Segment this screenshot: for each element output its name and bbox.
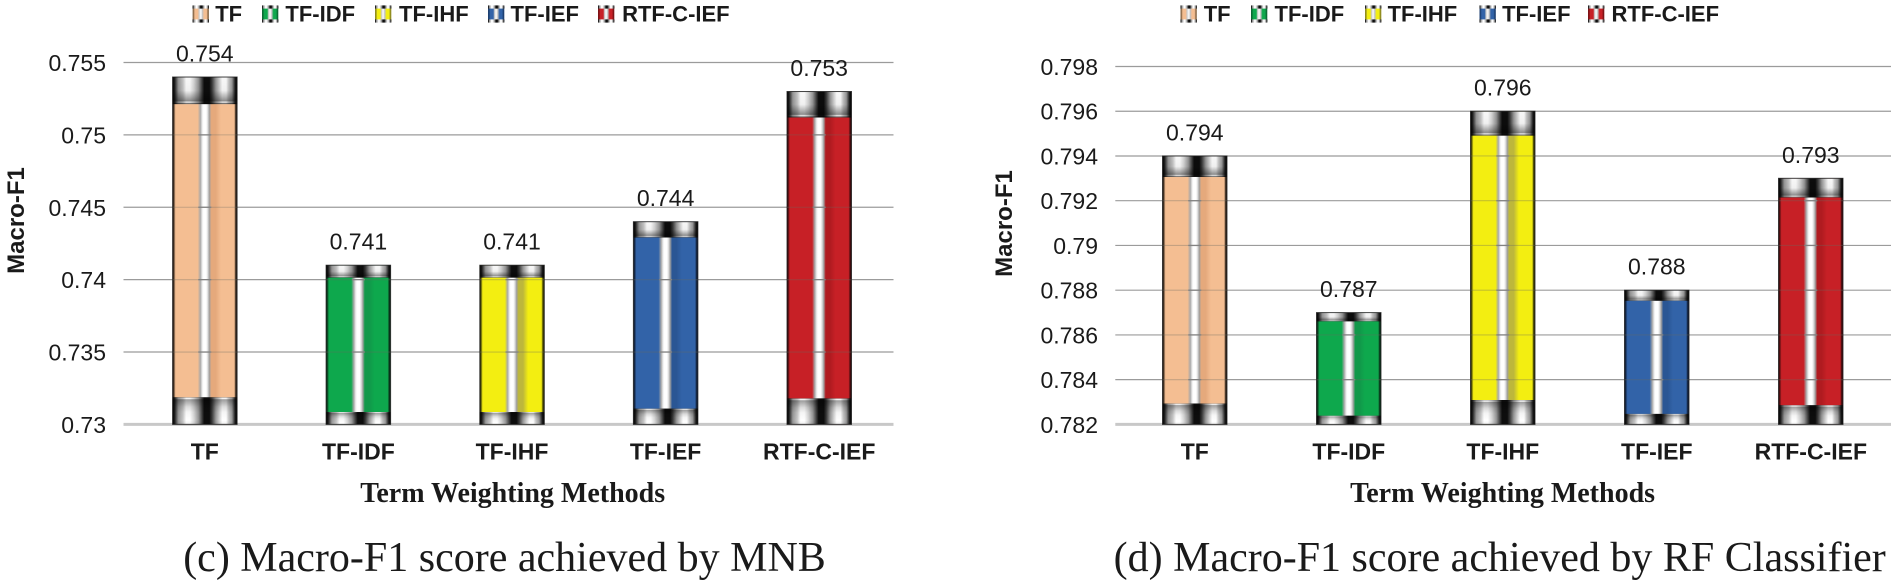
svg-text:0.788: 0.788 [1628, 254, 1686, 280]
svg-text:0.784: 0.784 [1040, 367, 1098, 393]
svg-text:TF-IEF: TF-IEF [1502, 2, 1570, 27]
svg-text:0.744: 0.744 [637, 185, 695, 211]
svg-text:0.79: 0.79 [1053, 233, 1098, 259]
svg-text:0.794: 0.794 [1040, 143, 1098, 169]
svg-text:TF-IHF: TF-IHF [1388, 2, 1458, 27]
svg-text:0.741: 0.741 [330, 229, 388, 255]
svg-text:TF: TF [1181, 439, 1209, 465]
svg-text:0.796: 0.796 [1040, 99, 1098, 125]
svg-text:Macro-F1: Macro-F1 [991, 170, 1018, 277]
svg-text:0.754: 0.754 [176, 40, 234, 66]
svg-text:RTF-C-IEF: RTF-C-IEF [763, 439, 875, 465]
svg-text:TF-IDF: TF-IDF [285, 2, 355, 27]
svg-text:0.75: 0.75 [61, 122, 106, 148]
svg-text:0.787: 0.787 [1320, 276, 1378, 302]
svg-text:0.73: 0.73 [61, 412, 106, 438]
svg-text:(c) Macro-F1 score achieved by: (c) Macro-F1 score achieved by MNB [183, 535, 826, 581]
svg-text:TF-IEF: TF-IEF [630, 439, 702, 465]
svg-text:TF-IEF: TF-IEF [511, 2, 579, 27]
svg-text:(d) Macro-F1 score achieved by: (d) Macro-F1 score achieved by RF Classi… [1114, 535, 1886, 581]
svg-text:Macro-F1: Macro-F1 [3, 167, 30, 274]
svg-text:TF-IDF: TF-IDF [322, 439, 395, 465]
svg-text:0.794: 0.794 [1166, 119, 1224, 145]
svg-text:0.788: 0.788 [1040, 278, 1098, 304]
svg-text:TF: TF [191, 439, 219, 465]
svg-text:RTF-C-IEF: RTF-C-IEF [1612, 2, 1720, 27]
svg-text:TF-IHF: TF-IHF [1466, 439, 1539, 465]
svg-text:TF-IDF: TF-IDF [1312, 439, 1385, 465]
svg-text:0.755: 0.755 [48, 50, 106, 76]
svg-text:TF-IEF: TF-IEF [1621, 439, 1693, 465]
svg-text:RTF-C-IEF: RTF-C-IEF [622, 2, 730, 27]
svg-text:0.782: 0.782 [1040, 412, 1098, 438]
svg-text:TF: TF [215, 2, 242, 27]
svg-text:0.786: 0.786 [1040, 322, 1098, 348]
svg-text:Term Weighting Methods: Term Weighting Methods [1350, 478, 1655, 509]
svg-text:TF-IHF: TF-IHF [399, 2, 469, 27]
svg-text:RTF-C-IEF: RTF-C-IEF [1755, 439, 1867, 465]
svg-text:0.792: 0.792 [1040, 188, 1098, 214]
svg-text:0.745: 0.745 [48, 195, 106, 221]
svg-text:0.735: 0.735 [48, 340, 106, 366]
svg-text:0.796: 0.796 [1474, 75, 1532, 101]
svg-text:0.798: 0.798 [1040, 54, 1098, 80]
svg-text:0.741: 0.741 [483, 229, 541, 255]
svg-text:TF-IDF: TF-IDF [1275, 2, 1345, 27]
svg-text:TF-IHF: TF-IHF [476, 439, 549, 465]
svg-text:0.793: 0.793 [1782, 142, 1840, 168]
svg-text:Term Weighting Methods: Term Weighting Methods [360, 478, 665, 509]
svg-text:0.74: 0.74 [61, 267, 106, 293]
svg-text:TF: TF [1204, 2, 1231, 27]
svg-text:0.753: 0.753 [790, 55, 848, 81]
